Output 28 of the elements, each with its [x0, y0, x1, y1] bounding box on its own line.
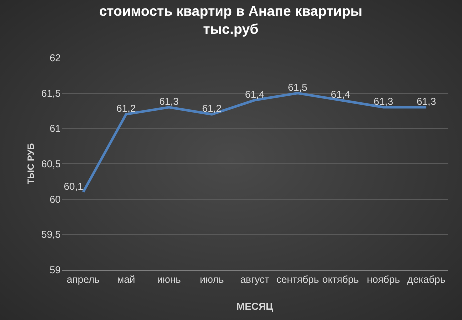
data-label: 61,3 — [416, 96, 437, 108]
data-label: 60,1 — [64, 182, 84, 193]
x-tick-label: август — [240, 275, 270, 286]
x-tick-label: декабрь — [408, 275, 446, 286]
y-tick-label: 60 — [50, 194, 62, 206]
data-label: 61,4 — [331, 90, 351, 101]
x-tick-label: июль — [200, 275, 224, 286]
x-axis-title: МЕСЯЦ — [236, 302, 274, 313]
chart-title: стоимость квартир в Анапе квартиры тыс.руб — [99, 3, 363, 38]
y-tick-label: 59 — [50, 266, 62, 276]
y-tick-label: 61,5 — [42, 88, 62, 100]
y-axis-title: ТЫС РУБ — [26, 142, 36, 185]
y-tick-label: 59,5 — [42, 230, 62, 242]
x-tick-label: апрель — [67, 275, 100, 286]
data-label: 61,2 — [202, 104, 222, 116]
data-label: 61,4 — [245, 90, 266, 101]
y-tick-label: 61 — [50, 124, 62, 136]
x-tick-label: сентябрь — [276, 275, 320, 286]
y-tick-label: 60,5 — [42, 160, 62, 170]
x-tick-label: ноябрь — [367, 275, 400, 286]
data-label: 61,5 — [288, 82, 308, 94]
y-tick-label: 62 — [50, 54, 62, 64]
data-label: 61,3 — [374, 96, 394, 108]
x-tick-label: май — [117, 275, 136, 286]
data-label: 61,3 — [159, 96, 180, 108]
x-tick-label: октябрь — [322, 275, 360, 286]
x-tick-label: июнь — [157, 275, 182, 286]
data-label: 61,2 — [116, 104, 136, 116]
